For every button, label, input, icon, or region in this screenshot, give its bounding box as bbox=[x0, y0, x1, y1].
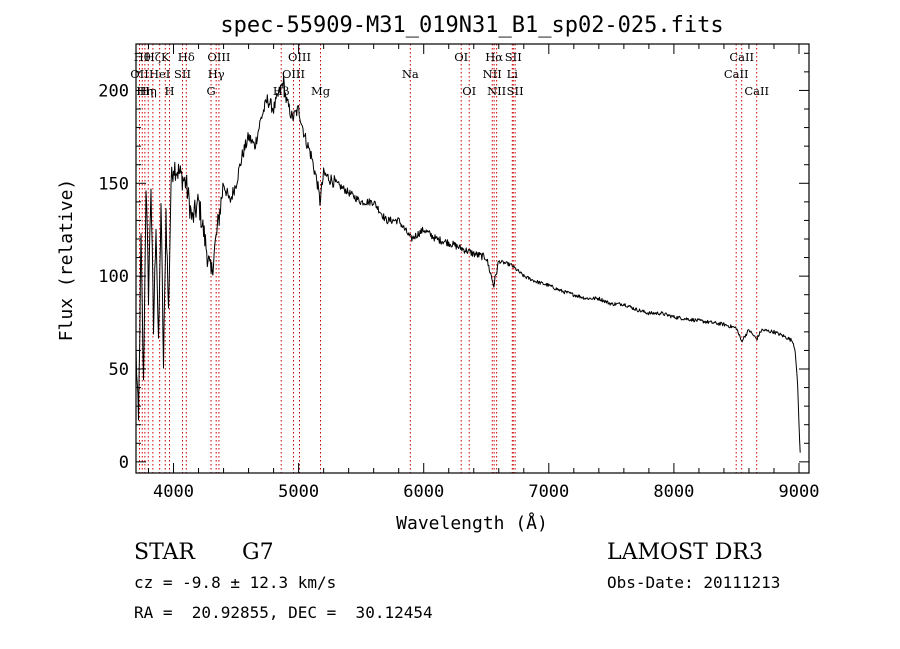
line-label-12: OIII bbox=[207, 50, 230, 64]
plot-frame bbox=[135, 43, 810, 474]
x-axis: 4000 5000 6000 7000 8000 9000 bbox=[148, 44, 820, 502]
line-label-27: CaII bbox=[729, 50, 754, 64]
line-markers bbox=[139, 44, 758, 473]
line-label-18: OI bbox=[454, 50, 468, 64]
line-label-11: Hγ bbox=[208, 67, 225, 81]
object-class: STAR bbox=[134, 540, 195, 565]
y-tick-label: 50 bbox=[109, 360, 129, 380]
x-tick-label: 7000 bbox=[528, 482, 569, 502]
line-label-0: OII bbox=[130, 67, 149, 81]
line-label-23: Li bbox=[507, 67, 519, 81]
line-label-25: SII bbox=[507, 84, 524, 98]
x-axis-label: Wavelength (Å) bbox=[396, 512, 548, 534]
x-tick-label: 6000 bbox=[403, 482, 444, 502]
y-axis: 0 50 100 150 200 bbox=[98, 52, 809, 473]
subclass: G7 bbox=[242, 540, 274, 565]
line-label-6: K bbox=[161, 50, 170, 64]
line-label-26: CaII bbox=[724, 67, 749, 81]
line-label-20: NII bbox=[483, 67, 502, 81]
x-tick-label: 5000 bbox=[278, 482, 319, 502]
y-tick-label: 200 bbox=[98, 81, 129, 101]
line-label-8: SII bbox=[174, 67, 191, 81]
line-label-4: Hζ bbox=[145, 50, 161, 64]
y-tick-label: 0 bbox=[119, 453, 129, 473]
coordinates: RA = 20.92855, DEC = 30.12454 bbox=[134, 603, 433, 622]
line-label-2: Hη bbox=[136, 84, 153, 98]
line-label-1: Hθ bbox=[134, 50, 151, 64]
y-axis-label: Flux (relative) bbox=[56, 179, 77, 342]
line-label-24: SII bbox=[505, 50, 522, 64]
y-tick-label: 100 bbox=[98, 267, 129, 287]
line-label-9: Hδ bbox=[178, 50, 195, 64]
x-tick-label: 9000 bbox=[779, 482, 820, 502]
spectrum-line bbox=[135, 75, 801, 453]
line-label-17: Na bbox=[402, 67, 419, 81]
survey-name: LAMOST DR3 bbox=[607, 540, 763, 565]
y-tick-label: 150 bbox=[98, 174, 129, 194]
x-tick-label: 4000 bbox=[153, 482, 194, 502]
line-label-14: OIII bbox=[282, 67, 305, 81]
line-label-28: CaII bbox=[744, 84, 769, 98]
chart-title: spec-55909-M31_019N31_B1_sp02-025.fits bbox=[220, 13, 723, 38]
line-label-19: OI bbox=[462, 84, 476, 98]
line-label-22: NII bbox=[487, 84, 506, 98]
x-tick-label: 8000 bbox=[653, 482, 694, 502]
line-label-15: OIII bbox=[288, 50, 311, 64]
line-label-3: Hη bbox=[140, 84, 157, 98]
line-label-21: Hα bbox=[485, 50, 503, 64]
spectrum-series bbox=[135, 75, 801, 453]
obs-date: Obs-Date: 20111213 bbox=[607, 573, 781, 592]
line-label-13: Hβ bbox=[273, 84, 290, 98]
line-label-16: Mg bbox=[311, 84, 331, 98]
line-label-10: G bbox=[206, 84, 215, 98]
redshift: cz = -9.8 ± 12.3 km/s bbox=[134, 573, 337, 592]
line-label-7: H bbox=[165, 84, 175, 98]
line-label-5: HeI bbox=[149, 67, 170, 81]
